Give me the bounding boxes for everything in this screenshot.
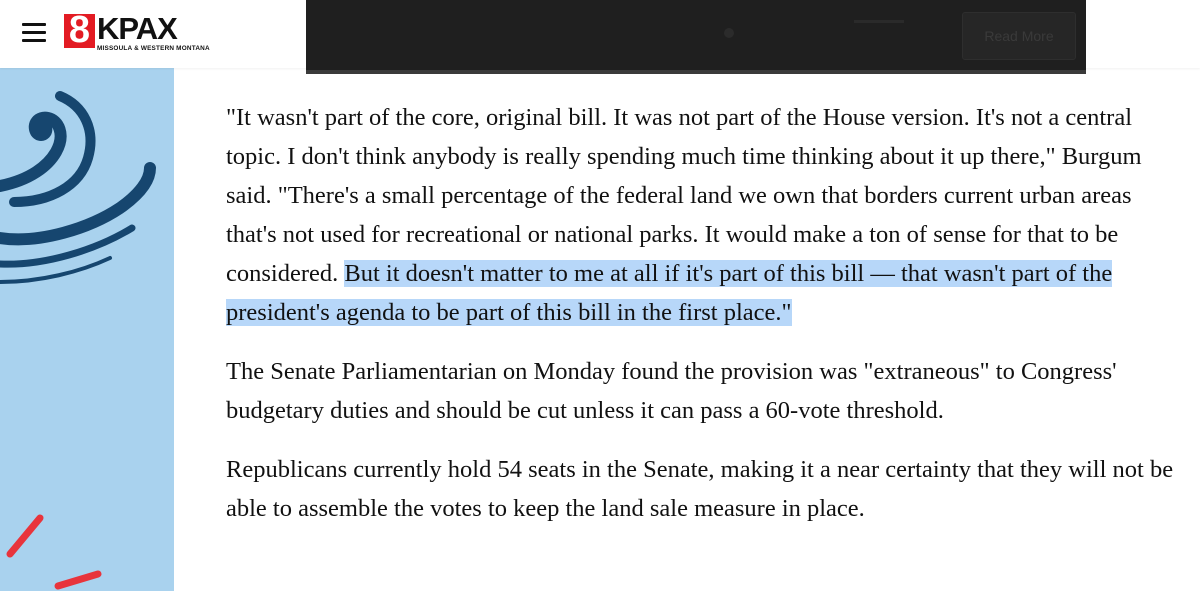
logo-mark — [64, 14, 95, 48]
logo-number: 8 — [68, 9, 91, 51]
menu-icon[interactable] — [22, 23, 46, 43]
article-body: "It wasn't part of the core, original bi… — [226, 98, 1176, 548]
swirl-artwork — [0, 91, 156, 590]
logo-wordmark: KPAX — [97, 11, 178, 46]
article-paragraph-quote: "It wasn't part of the core, original bi… — [226, 98, 1176, 332]
read-more-button[interactable]: Read More — [962, 12, 1076, 60]
site-logo[interactable]: 8 KPAX MISSOULA & WESTERN MONTANA — [64, 10, 210, 54]
quote-text: "It wasn't part of the core, original bi… — [226, 104, 1142, 287]
logo-tagline: MISSOULA & WESTERN MONTANA — [97, 45, 210, 52]
side-advertisement[interactable] — [0, 68, 174, 591]
video-indicator — [724, 28, 734, 38]
video-player[interactable]: Read More — [306, 0, 1086, 74]
article-paragraph-republicans: Republicans currently hold 54 seats in t… — [226, 456, 1174, 522]
video-progress-bar[interactable] — [854, 20, 904, 23]
highlighted-selection: But it doesn't matter to me at all if it… — [226, 260, 1113, 326]
article-paragraph-parliamentarian: The Senate Parliamentarian on Monday fou… — [226, 358, 1117, 424]
